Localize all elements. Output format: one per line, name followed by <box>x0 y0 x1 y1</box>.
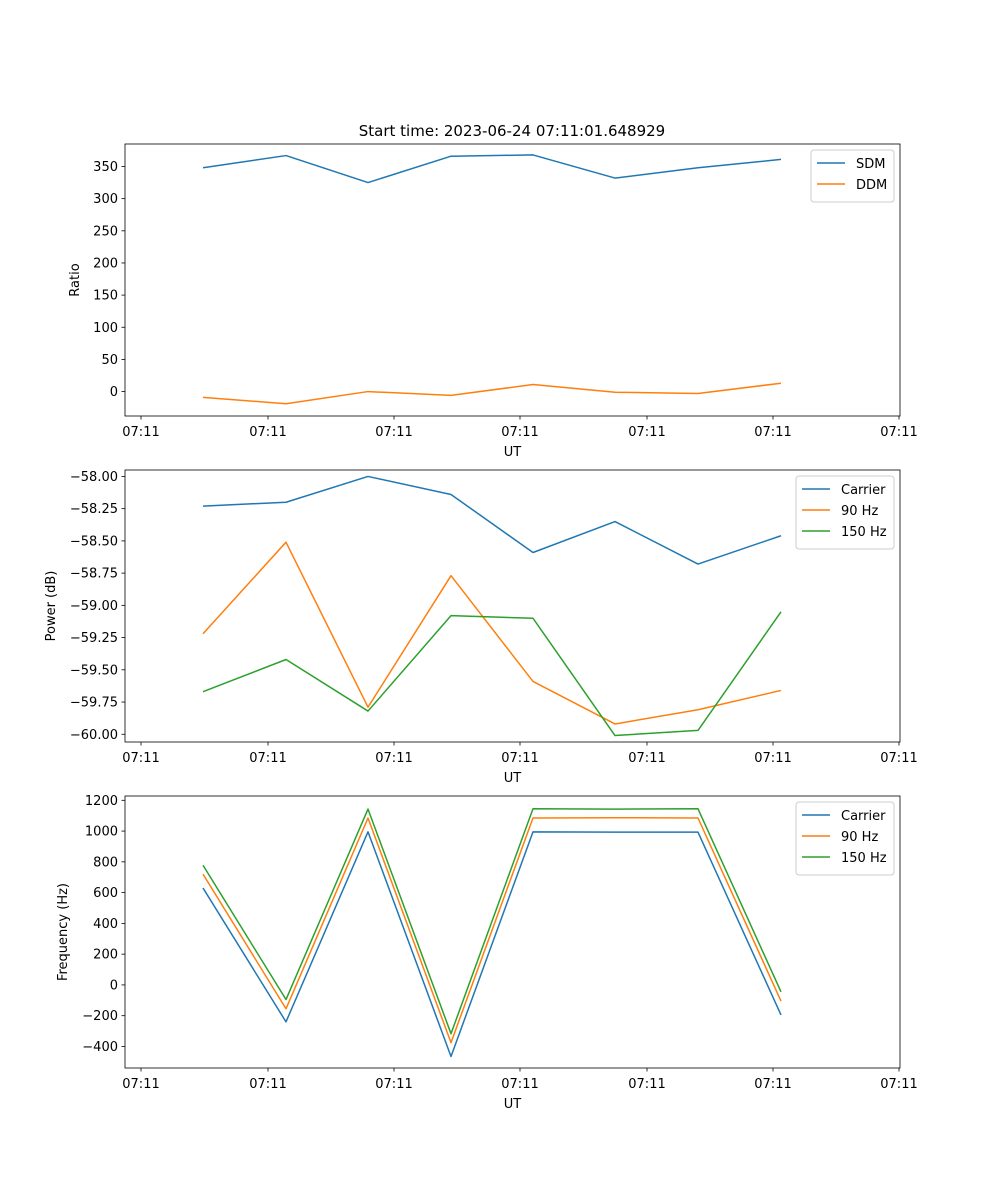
y-tick-label: −58.25 <box>70 502 118 517</box>
y-tick-label: 150 <box>93 289 118 304</box>
legend: Carrier 90 Hz 150 Hz <box>795 801 895 876</box>
chart-panel-2: −60.00 −59.75 −59.50 −59.25 −59.00 −58.75 −58.… <box>44 469 918 786</box>
legend-label: SDM <box>856 157 885 172</box>
y-tick-label: 350 <box>93 160 118 175</box>
legend-label: Carrier <box>841 809 886 824</box>
y-tick-label: −59.75 <box>70 696 118 711</box>
series-line-carrier <box>202 475 782 565</box>
series-line-sdm <box>202 154 782 184</box>
series-line-150-hz <box>202 808 782 1035</box>
y-tick-label: 300 <box>93 192 118 207</box>
legend-label: Carrier <box>841 483 886 498</box>
y-axis-label: Power (dB) <box>44 571 59 642</box>
x-tick-label: 07:11 <box>122 1077 159 1092</box>
x-tick-label: 07:11 <box>628 751 665 766</box>
x-tick-label: 07:11 <box>249 1077 286 1092</box>
y-tick-label: −59.25 <box>70 631 118 646</box>
y-axis-label: Frequency (Hz) <box>56 883 71 981</box>
y-tick-label: −59.00 <box>70 599 118 614</box>
series-line-90-hz <box>202 816 782 1044</box>
axes-frame <box>124 469 901 743</box>
y-tick-label: 50 <box>101 353 118 368</box>
x-tick-label: 07:11 <box>880 425 917 440</box>
x-axis-label: UT <box>504 445 522 460</box>
y-axis-label: Ratio <box>68 263 83 296</box>
legend: SDM DDM <box>810 149 895 203</box>
y-tick-label: 0 <box>110 978 118 993</box>
series-line-carrier <box>202 831 782 1058</box>
axes-frame <box>124 143 901 417</box>
y-tick-label: 200 <box>93 948 118 963</box>
y-tick-label: −400 <box>82 1040 118 1055</box>
axes-frame <box>124 795 901 1069</box>
panels: 0 50 100 150 200 250 300 350 07:11 07:11 07:11 07:1… <box>44 143 918 1112</box>
chart-title: Start time: 2023-06-24 07:11:01.648929 <box>359 122 665 140</box>
x-tick-label: 07:11 <box>122 425 159 440</box>
legend-label: 90 Hz <box>841 504 878 519</box>
legend-label: 90 Hz <box>841 830 878 845</box>
x-tick-label: 07:11 <box>375 425 412 440</box>
x-tick-label: 07:11 <box>249 425 286 440</box>
y-tick-label: 0 <box>110 385 118 400</box>
series-line-ddm <box>202 382 782 405</box>
y-tick-label: 400 <box>93 917 118 932</box>
x-tick-label: 07:11 <box>880 1077 917 1092</box>
y-tick-label: −59.50 <box>70 663 118 678</box>
x-tick-label: 07:11 <box>501 1077 538 1092</box>
legend-label: DDM <box>856 178 887 193</box>
x-tick-label: 07:11 <box>249 751 286 766</box>
x-tick-label: 07:11 <box>754 425 791 440</box>
x-tick-label: 07:11 <box>880 751 917 766</box>
x-tick-label: 07:11 <box>754 1077 791 1092</box>
series-line-90-hz <box>202 541 782 725</box>
y-tick-label: −58.50 <box>70 534 118 549</box>
legend-label: 150 Hz <box>841 851 887 866</box>
x-axis-label: UT <box>504 771 522 786</box>
x-tick-label: 07:11 <box>375 751 412 766</box>
x-tick-label: 07:11 <box>628 1077 665 1092</box>
y-tick-label: 600 <box>93 886 118 901</box>
x-tick-label: 07:11 <box>375 1077 412 1092</box>
x-tick-label: 07:11 <box>628 425 665 440</box>
y-tick-label: −60.00 <box>70 728 118 743</box>
x-tick-label: 07:11 <box>754 751 791 766</box>
y-tick-label: −58.00 <box>70 470 118 485</box>
chart-panel-1: 0 50 100 150 200 250 300 350 07:11 07:11 07:11 07:1… <box>68 143 918 460</box>
x-tick-label: 07:11 <box>122 751 159 766</box>
y-tick-label: 200 <box>93 256 118 271</box>
y-tick-label: 1200 <box>85 794 118 809</box>
series-line-150-hz <box>202 611 782 737</box>
legend-label: 150 Hz <box>841 525 887 540</box>
x-tick-label: 07:11 <box>501 751 538 766</box>
legend: Carrier 90 Hz 150 Hz <box>795 475 895 550</box>
y-tick-label: 1000 <box>85 825 118 840</box>
y-tick-label: −58.75 <box>70 567 118 582</box>
chart-panel-3: −400 −200 0 200 400 600 800 1000 1200 07:11 07:11 0… <box>56 794 918 1112</box>
y-tick-label: −200 <box>82 1009 118 1024</box>
y-tick-label: 100 <box>93 321 118 336</box>
y-tick-label: 250 <box>93 224 118 239</box>
x-axis-label: UT <box>504 1097 522 1112</box>
x-tick-label: 07:11 <box>501 425 538 440</box>
y-tick-label: 800 <box>93 855 118 870</box>
